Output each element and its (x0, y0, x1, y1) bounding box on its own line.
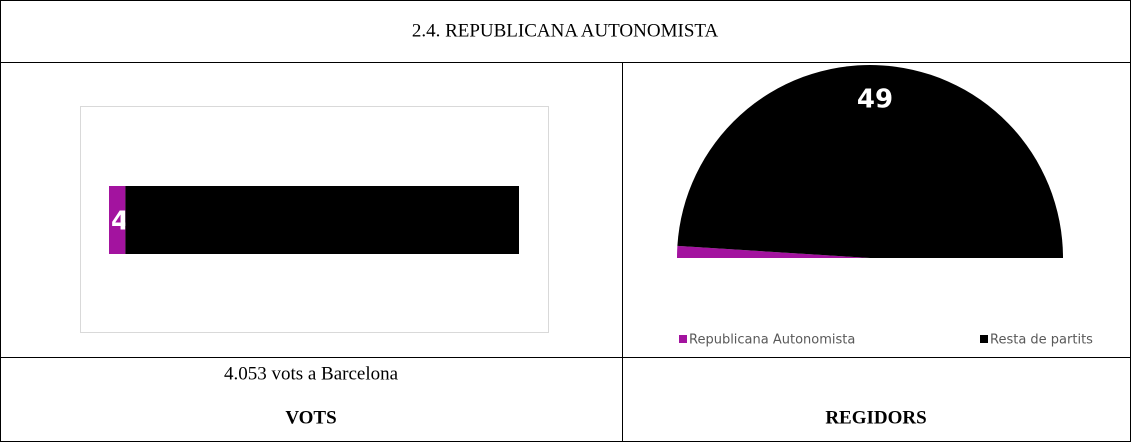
chart-frame (80, 106, 549, 333)
legend-swatch (679, 335, 687, 343)
legend-label: Resta de partits (990, 333, 1093, 348)
legend-label: Republicana Autonomista (689, 333, 855, 348)
bar-segment (125, 186, 520, 254)
legend-swatch (980, 335, 988, 343)
title: 2.4. REPUBLICANA AUTONOMISTA (412, 20, 719, 41)
pie-slice (677, 245, 870, 258)
pie-slice (677, 65, 1063, 259)
data-label: 49 (857, 84, 893, 114)
bar-segment (109, 186, 126, 254)
footer: VOTS (285, 407, 336, 428)
footer: REGIDORS (825, 407, 926, 428)
caption: 4.053 vots a Barcelona (224, 363, 399, 384)
